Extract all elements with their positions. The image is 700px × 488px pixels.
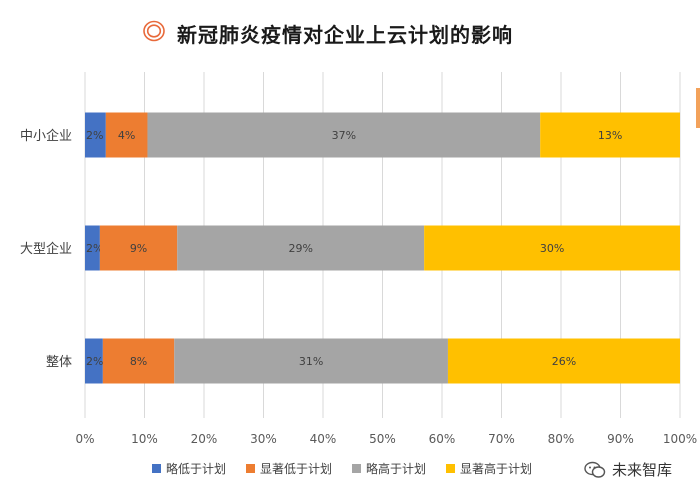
- bar-segment: [424, 225, 680, 271]
- legend-swatch: [352, 463, 362, 473]
- x-tick-label: 30%: [250, 432, 277, 446]
- x-tick-label: 100%: [663, 432, 697, 446]
- legend-label: 显著低于计划: [260, 461, 333, 476]
- category-label: 中小企业: [20, 128, 72, 144]
- legend-label: 略高于计划: [366, 461, 427, 476]
- bar-segment: [85, 338, 103, 384]
- legend-item: 显著低于计划: [246, 460, 332, 477]
- data-label: 26%: [552, 355, 576, 368]
- x-tick-label: 80%: [548, 432, 575, 446]
- x-tick-label: 60%: [429, 432, 456, 446]
- legend-label: 略低于计划: [166, 461, 227, 476]
- legend-item: 略低于计划: [152, 460, 226, 477]
- legend-swatch: [152, 463, 161, 473]
- edge-decoration: [696, 88, 700, 128]
- bar-segment: [85, 112, 106, 158]
- bar-segment: [540, 112, 680, 158]
- chart-title: 新冠肺炎疫情对企业上云计划的影响: [177, 23, 513, 47]
- legend-item: 略高于计划: [352, 460, 426, 477]
- data-label: 29%: [288, 242, 312, 255]
- x-tick-label: 70%: [488, 432, 515, 446]
- watermark-label: 未来智库: [612, 461, 673, 479]
- data-label: 30%: [540, 242, 564, 255]
- data-label: 31%: [299, 355, 323, 368]
- bar-segment: [99, 225, 178, 271]
- title-bar: 新冠肺炎疫情对企业上云计划的影响: [0, 8, 700, 48]
- x-tick-label: 10%: [131, 432, 158, 446]
- x-tick-label: 20%: [191, 432, 218, 446]
- bar-segment: [105, 112, 148, 158]
- data-label: 37%: [332, 129, 356, 142]
- bar-segment: [147, 112, 541, 158]
- data-label: 4%: [118, 129, 135, 142]
- bar-segment: [174, 338, 448, 384]
- x-tick-label: 90%: [607, 432, 634, 446]
- legend-item: 显著高于计划: [446, 460, 532, 477]
- category-label: 大型企业: [20, 241, 72, 257]
- data-label: 9%: [130, 242, 147, 255]
- x-tick-label: 50%: [369, 432, 396, 446]
- bar-segment: [447, 338, 680, 384]
- data-label: 8%: [130, 355, 147, 368]
- bar-segment: [177, 225, 425, 271]
- chart-legend: 略低于计划 显著低于计划 略高于计划 显著高于计划: [152, 459, 552, 477]
- x-tick-label: 0%: [75, 432, 94, 446]
- x-tick-label: 40%: [310, 432, 337, 446]
- watermark: 未来智库: [584, 459, 672, 480]
- wechat-icon: [584, 461, 606, 478]
- bar-segment: [102, 338, 175, 384]
- data-label: 2%: [86, 129, 103, 142]
- data-label: 13%: [598, 129, 622, 142]
- legend-label: 显著高于计划: [460, 461, 533, 476]
- data-label: 2%: [86, 355, 103, 368]
- category-label: 整体: [46, 355, 72, 370]
- bar-segment: [85, 225, 100, 271]
- legend-swatch: [246, 463, 256, 473]
- data-label: 2%: [86, 242, 103, 255]
- legend-swatch: [446, 463, 456, 473]
- target-circle-icon: [143, 20, 165, 42]
